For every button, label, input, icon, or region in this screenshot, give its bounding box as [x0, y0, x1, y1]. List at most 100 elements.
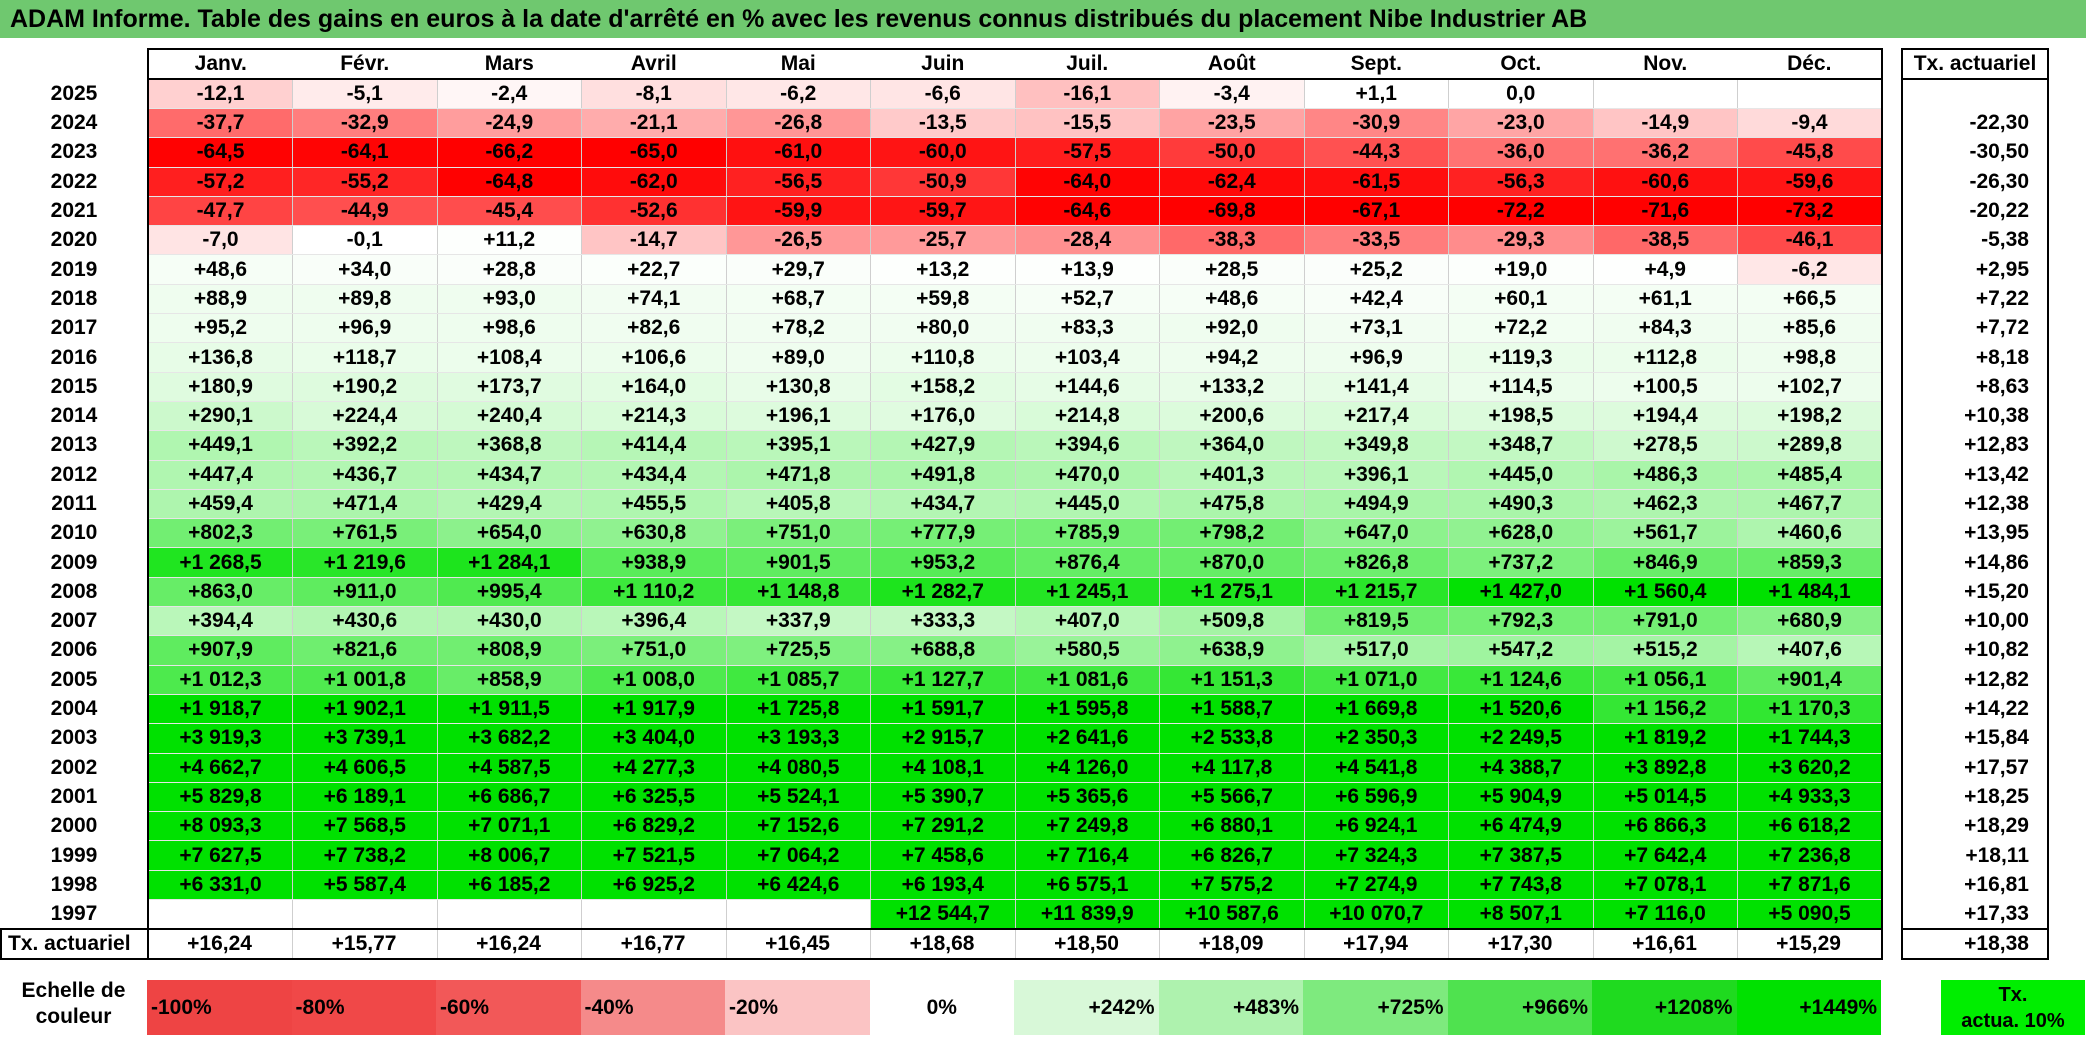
table-row: 2025 -12,1 -5,1 -2,4 -8,1 -6,2 -6,6 -16,1 -3,4 +1…: [1, 79, 2049, 109]
column-gap: [1882, 314, 1902, 343]
column-gap: [1882, 841, 1902, 870]
heatmap-cell: +118,7: [292, 342, 438, 373]
color-scale-stop: 0%: [869, 980, 1014, 1035]
annual-rate-cell: +18,29: [1901, 811, 2049, 841]
heatmap-cell: -59,7: [870, 196, 1016, 227]
heatmap-cell: +89,8: [292, 284, 438, 315]
tx-legend-line2: actua. 10%: [1961, 1009, 2065, 1032]
heatmap-cell: +52,7: [1015, 284, 1160, 315]
heatmap-cell: +6 331,0: [147, 870, 293, 901]
heatmap-cell: -5,1: [292, 79, 438, 109]
column-gap: [1882, 255, 1902, 284]
month-header: Déc.: [1737, 48, 1883, 80]
year-label: 2005: [50, 667, 98, 691]
heatmap-cell: +5 014,5: [1593, 782, 1738, 813]
heatmap-cell: -3,4: [1159, 79, 1305, 109]
heatmap-cell: -6,2: [1737, 254, 1883, 285]
heatmap-cell: +680,9: [1737, 606, 1883, 637]
heatmap-cell: +6 618,2: [1737, 811, 1883, 842]
heatmap-cell: +29,7: [726, 254, 871, 285]
heatmap-cell: +7 642,4: [1593, 840, 1738, 871]
annual-rate-cell: +18,25: [1901, 782, 2049, 812]
summary-cell: +18,68: [870, 928, 1016, 961]
month-header: Mai: [726, 48, 871, 80]
heatmap-cell: [726, 899, 871, 930]
column-gap: [1882, 167, 1902, 196]
heatmap-cell: +1 427,0: [1448, 577, 1594, 608]
heatmap-cell: +7 738,2: [292, 840, 438, 871]
heatmap-cell: +59,8: [870, 284, 1016, 315]
year-label: 2011: [51, 492, 97, 515]
heatmap-cell: -36,0: [1448, 137, 1594, 168]
heatmap-cell: +5 090,5: [1737, 899, 1883, 930]
heatmap-cell: +8 093,3: [147, 811, 293, 842]
heatmap-cell: -67,1: [1304, 196, 1449, 227]
annual-rate-cell: +12,83: [1901, 430, 2049, 461]
year-label: 2007: [50, 609, 98, 633]
heatmap-cell: +491,8: [870, 460, 1016, 490]
table-row: 2006 +907,9 +821,6 +808,9 +751,0 +725,5 +688,8…: [1, 635, 2049, 666]
color-scale-stop: +1208%: [1592, 980, 1737, 1035]
heatmap-cell: -59,9: [726, 196, 871, 227]
heatmap-cell: +1 148,8: [726, 577, 871, 608]
heatmap-cell: +217,4: [1304, 401, 1449, 432]
heatmap-cell: +436,7: [292, 460, 438, 490]
heatmap-cell: -47,7: [147, 196, 293, 227]
heatmap-cell: +517,0: [1304, 635, 1449, 666]
summary-cell: +17,30: [1448, 928, 1594, 961]
heatmap-cell: -16,1: [1015, 79, 1160, 109]
heatmap-cell: [292, 899, 438, 930]
annual-rate-cell: +13,42: [1901, 460, 2049, 490]
heatmap-cell: +144,6: [1015, 372, 1160, 402]
year-label: 2000: [50, 814, 98, 838]
heatmap-cell: +6 686,7: [437, 782, 582, 813]
heatmap-cell: +83,3: [1015, 313, 1160, 344]
table-row: 1997 +12 544,7 +11 839,9 +10 587,6 +10 070,7…: [1, 899, 2049, 930]
heatmap-cell: -30,9: [1304, 108, 1449, 139]
heatmap-cell: +6 829,2: [581, 811, 727, 842]
heatmap-cell: +1 081,6: [1015, 665, 1160, 695]
heatmap-cell: +995,4: [437, 577, 582, 608]
annual-rate-cell: -22,30: [1901, 108, 2049, 138]
color-scale-stop: -100%: [147, 980, 292, 1035]
heatmap-cell: +395,1: [726, 430, 871, 461]
heatmap-cell: +94,2: [1159, 342, 1305, 373]
year-label: 2004: [50, 697, 98, 721]
heatmap-cell: +761,5: [292, 518, 438, 549]
heatmap-cell: [437, 899, 582, 930]
heatmap-cell: +141,4: [1304, 372, 1449, 402]
heatmap-cell: +85,6: [1737, 313, 1883, 344]
heatmap-cell: +1 085,7: [726, 665, 871, 695]
heatmap-cell: +459,4: [147, 489, 293, 520]
color-scale-label-line1: Echelle de: [21, 979, 126, 1002]
year-label: 2008: [50, 579, 98, 603]
heatmap-cell: +98,6: [437, 313, 582, 344]
heatmap-cell: +737,2: [1448, 547, 1594, 578]
heatmap-cell: +10 070,7: [1304, 899, 1449, 930]
heatmap-cell: 0,0: [1448, 79, 1594, 109]
table-row: 2013 +449,1 +392,2 +368,8 +414,4 +395,1 +427,9…: [1, 430, 2049, 461]
heatmap-cell: -36,2: [1593, 137, 1738, 168]
heatmap-cell: +1 918,7: [147, 694, 293, 725]
heatmap-cell: +1 520,6: [1448, 694, 1594, 725]
year-label: 2024: [50, 111, 98, 135]
summary-cell: +16,45: [726, 928, 871, 961]
heatmap-cell: +72,2: [1448, 313, 1594, 344]
heatmap-cell: +1 282,7: [870, 577, 1016, 608]
heatmap-cell: +198,2: [1737, 401, 1883, 432]
heatmap-cell: +4 606,5: [292, 753, 438, 783]
heatmap-cell: +3 739,1: [292, 723, 438, 754]
heatmap-cell: +1 071,0: [1304, 665, 1449, 695]
heatmap-cell: +407,6: [1737, 635, 1883, 666]
heatmap-cell: +1 245,1: [1015, 577, 1160, 608]
heatmap-cell: -12,1: [147, 79, 293, 109]
heatmap-cell: +1 156,2: [1593, 694, 1738, 725]
heatmap-cell: +1 219,6: [292, 547, 438, 578]
table-row: 2014 +290,1 +224,4 +240,4 +214,3 +196,1 +176,0…: [1, 401, 2049, 432]
heatmap-cell: +777,9: [870, 518, 1016, 549]
annual-rate-cell: +14,86: [1901, 547, 2049, 578]
heatmap-cell: -8,1: [581, 79, 727, 109]
heatmap-cell: +396,1: [1304, 460, 1449, 490]
heatmap-cell: +112,8: [1593, 342, 1738, 373]
color-scale-stop: +483%: [1158, 980, 1303, 1035]
